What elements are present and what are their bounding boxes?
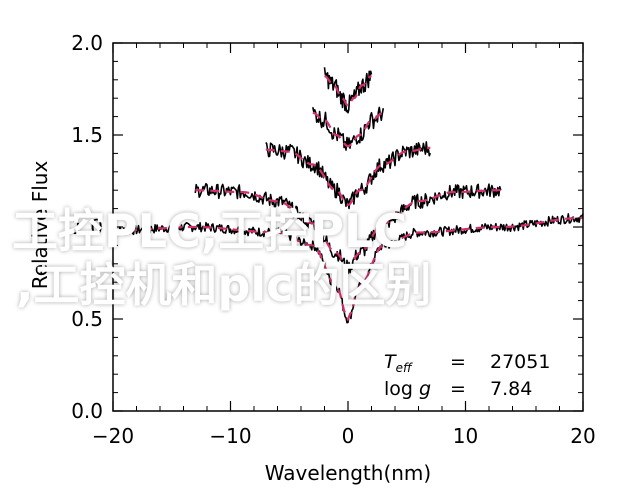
teff-equals: = <box>450 351 466 373</box>
observed-spectrum-3 <box>265 141 432 210</box>
y-tick-label: 0.0 <box>71 399 103 423</box>
teff-value: 27051 <box>490 351 550 373</box>
teff-label: Teff <box>384 351 413 375</box>
x-axis-title: Wavelength(nm) <box>265 461 431 485</box>
x-tick-label: 0 <box>342 424 355 448</box>
model-fit-3 <box>265 146 431 207</box>
model-fit-4 <box>312 111 384 148</box>
x-tick-label: −10 <box>209 424 251 448</box>
model-fit-2 <box>195 189 501 269</box>
parameter-annotation: Teff = 27051 log g = 7.84 <box>384 351 550 400</box>
logg-value: 7.84 <box>490 378 532 400</box>
x-tick-label: 20 <box>570 424 595 448</box>
y-tick-label: 1.5 <box>71 123 103 147</box>
logg-equals: = <box>450 378 466 400</box>
observed-spectrum-2 <box>194 182 502 275</box>
x-tick-label: 10 <box>453 424 478 448</box>
y-tick-label: 1.0 <box>71 215 103 239</box>
y-tick-label: 0.5 <box>71 307 103 331</box>
observed-spectrum-5 <box>323 67 373 114</box>
model-fit-5 <box>324 75 372 107</box>
plot-area <box>112 67 584 324</box>
logg-label: log g <box>384 378 431 400</box>
overlay-title-line-2: ,工控机和plc的区别 <box>16 258 432 312</box>
overlay-title-line-1: 工控PLC,工控PLC <box>12 204 408 258</box>
y-tick-label: 2.0 <box>71 31 103 55</box>
ticks: −20 −10 0 10 20 0.0 0.5 1.0 1.5 2.0 <box>71 31 596 448</box>
y-axis-title: Relative Flux <box>28 161 52 290</box>
observed-spectrum-4 <box>312 106 385 151</box>
model-fit-1 <box>113 216 584 322</box>
x-tick-label: −20 <box>92 424 134 448</box>
